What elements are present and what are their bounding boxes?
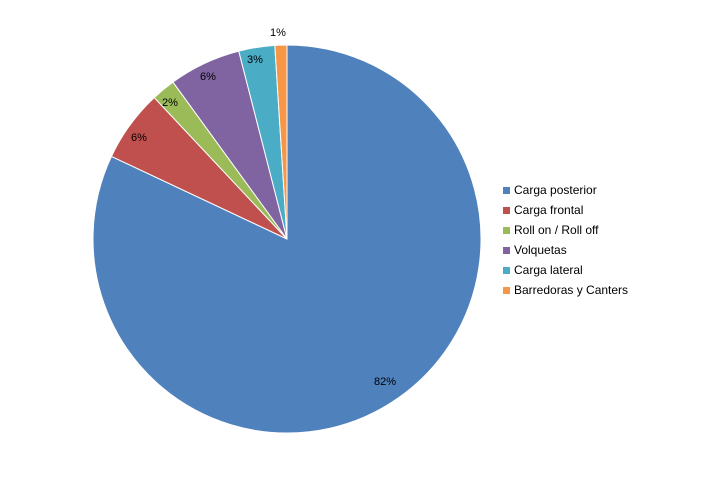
- legend-label-5: Barredoras y Canters: [514, 283, 629, 297]
- legend-swatch-3: [503, 246, 510, 254]
- legend-item-3: Volquetas: [503, 240, 628, 260]
- legend: Carga posterior Carga frontal Roll on / Ro…: [503, 180, 628, 300]
- legend-swatch-0: [503, 186, 510, 194]
- legend-item-0: Carga posterior: [503, 180, 628, 200]
- legend-item-4: Carga lateral: [503, 260, 628, 280]
- slice-data-label-5: 1%: [270, 27, 286, 39]
- slice-data-label-1: 6%: [131, 132, 147, 144]
- legend-label-4: Carga lateral: [514, 263, 583, 277]
- pie-slice-5: [274, 44, 288, 240]
- legend-item-5: Barredoras y Canters: [503, 280, 628, 300]
- slice-data-label-2: 2%: [162, 97, 178, 109]
- legend-swatch-5: [503, 286, 510, 294]
- legend-label-3: Volquetas: [514, 243, 567, 257]
- legend-swatch-2: [503, 226, 510, 234]
- legend-label-1: Carga frontal: [514, 203, 584, 217]
- legend-item-1: Carga frontal: [503, 200, 628, 220]
- legend-item-2: Roll on / Roll off: [503, 220, 628, 240]
- legend-swatch-1: [503, 206, 510, 214]
- legend-swatch-4: [503, 266, 510, 274]
- slice-data-label-0: 82%: [374, 376, 396, 388]
- legend-label-0: Carga posterior: [514, 183, 597, 197]
- slice-data-label-3: 6%: [200, 71, 216, 83]
- legend-label-2: Roll on / Roll off: [514, 223, 599, 237]
- slice-data-label-4: 3%: [247, 54, 263, 66]
